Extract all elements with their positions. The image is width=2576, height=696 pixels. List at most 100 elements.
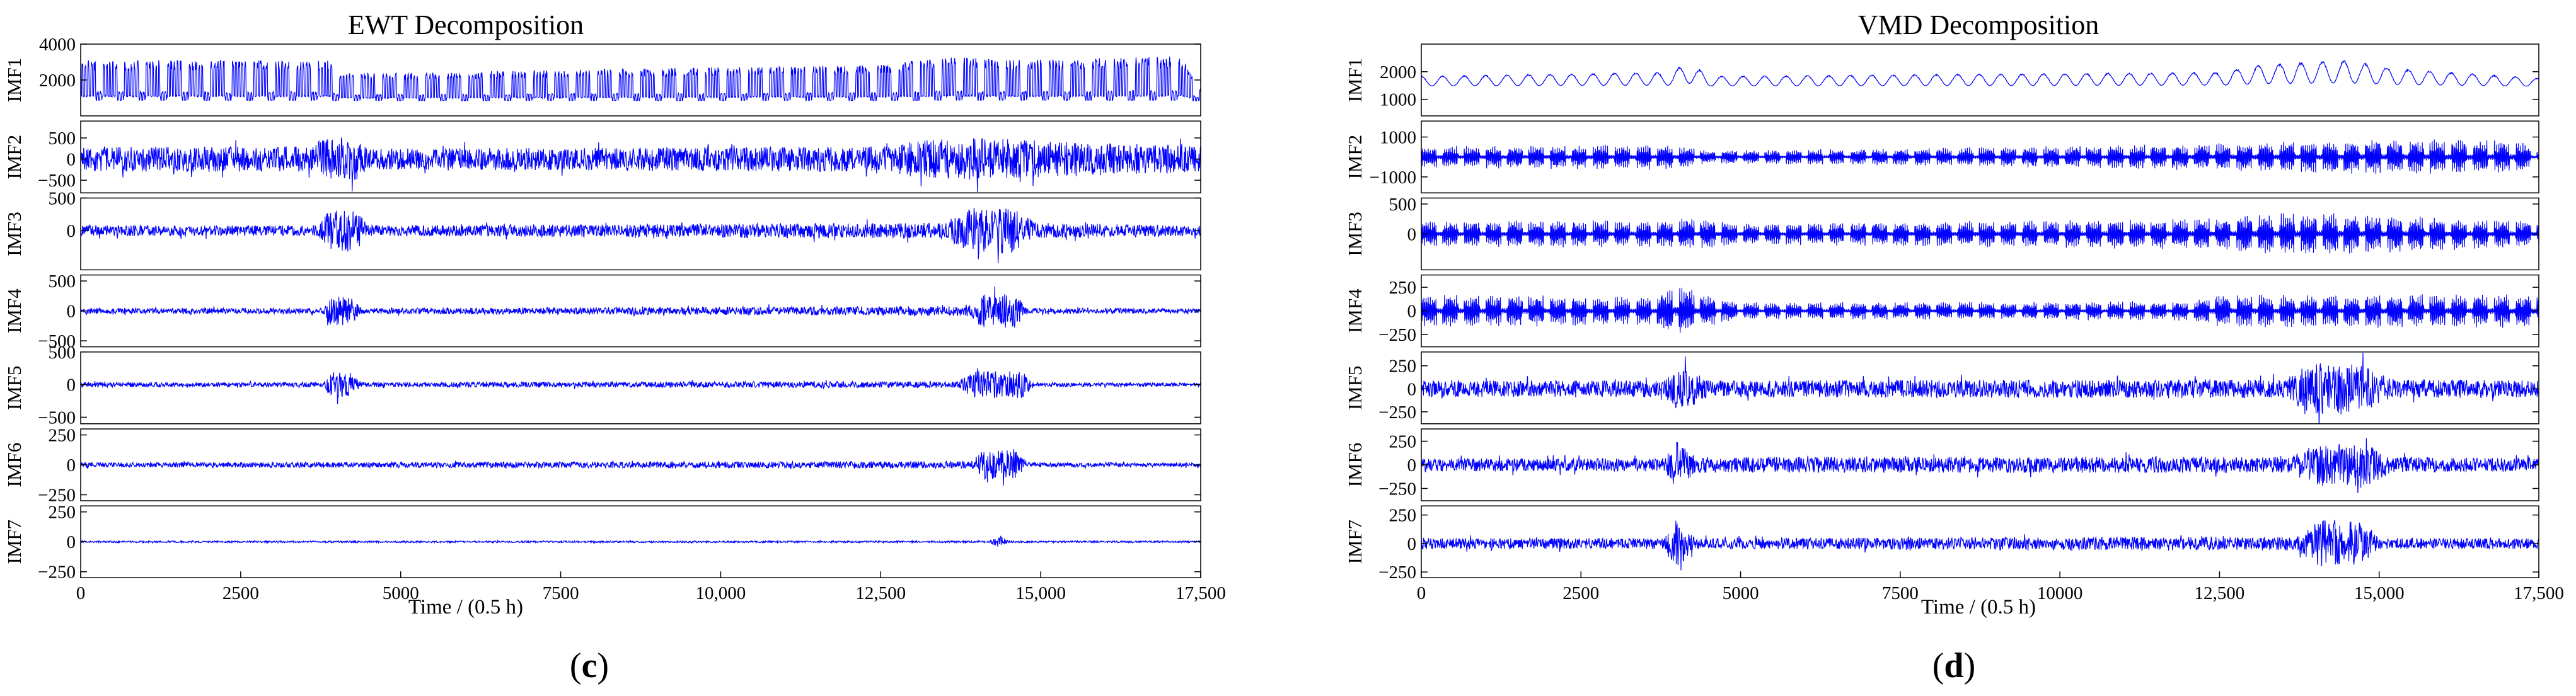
x-tick-label: 15,000 <box>2354 583 2405 603</box>
y-axis-label: IMF5 <box>3 365 25 410</box>
x-tick-label: 2500 <box>1562 583 1599 603</box>
x-tick-label: 7500 <box>1882 583 1919 603</box>
series-line-imf1 <box>81 56 1201 101</box>
x-tick-label: 17,500 <box>1175 583 1226 603</box>
x-tick-label: 0 <box>76 583 86 603</box>
subfigure-letter: d <box>1944 646 1963 685</box>
y-tick-label: 0 <box>67 375 76 396</box>
series-line-imf4 <box>81 286 1201 328</box>
series-line-imf1 <box>1421 60 2539 87</box>
x-tick-label: 12,500 <box>855 583 906 603</box>
series-line-imf3 <box>1421 213 2539 254</box>
subfigure-caption: (d) <box>1932 646 1975 685</box>
x-axis-label: Time / (0.5 h) <box>408 596 523 619</box>
subfigure-caption: (c) <box>570 646 609 685</box>
series-line-imf2 <box>1421 139 2539 174</box>
x-tick-label: 10000 <box>2037 583 2083 603</box>
y-tick-label: −250 <box>38 562 76 583</box>
x-tick-label: 12,500 <box>2195 583 2245 603</box>
series-line-imf3 <box>81 207 1201 264</box>
chart-title: VMD Decomposition <box>1858 9 2099 40</box>
panel-imf1: 1000 2000 IMF1 <box>1344 43 2539 117</box>
y-tick-label: 500 <box>49 271 76 292</box>
panel-imf6: −250 0 250 IMF6 <box>1344 428 2539 501</box>
y-axis-label: IMF2 <box>1344 135 1366 180</box>
y-tick-label: 250 <box>1389 506 1417 526</box>
vmd-chart: VMD Decomposition 1000 2000 IMF1 −1000 1000 I… <box>1344 9 2564 685</box>
y-tick-label: −250 <box>1378 325 1416 345</box>
y-tick-label: 250 <box>1389 278 1417 298</box>
panel-imf4: −250 0 250 IMF4 <box>1344 274 2539 348</box>
series-line-imf6 <box>81 448 1201 486</box>
x-tick-label: 5000 <box>1723 583 1759 603</box>
y-tick-label: 500 <box>49 343 76 363</box>
panel-frame <box>80 120 1201 193</box>
series-line-imf2 <box>81 137 1201 192</box>
x-tick-label: 0 <box>1417 583 1426 603</box>
y-tick-label: 0 <box>67 455 76 476</box>
y-tick-label: 500 <box>49 188 76 208</box>
y-axis-label: IMF5 <box>1344 365 1366 410</box>
y-tick-label: 0 <box>1407 379 1417 399</box>
y-axis-label: IMF3 <box>3 212 25 256</box>
x-tick-label: 5000 <box>383 583 419 603</box>
panel-imf2: −1000 1000 IMF2 <box>1344 120 2539 193</box>
panel-frame <box>1421 43 2539 117</box>
chart-title: EWT Decomposition <box>348 9 584 40</box>
panel-frame <box>1421 120 2539 193</box>
y-tick-label: 0 <box>67 221 76 241</box>
x-tick-label: 10,000 <box>696 583 746 603</box>
x-tick-label: 7500 <box>543 583 579 603</box>
y-tick-label: 250 <box>1389 357 1417 377</box>
ewt-chart: EWT Decomposition 20004000IMF1−5000500IM… <box>3 9 1226 685</box>
panel-frame <box>1421 351 2539 425</box>
y-tick-label: 0 <box>1407 302 1417 322</box>
y-tick-label: 250 <box>49 426 76 446</box>
y-tick-label: 0 <box>67 150 76 170</box>
y-axis-label: IMF1 <box>1344 58 1366 103</box>
y-tick-label: 0 <box>67 302 76 322</box>
y-tick-label: 0 <box>1407 534 1417 554</box>
subfigure-letter: c <box>582 646 598 685</box>
y-tick-label: 0 <box>67 532 76 552</box>
panel-imf3: 0 500 IMF3 <box>1344 195 2539 271</box>
y-tick-label: −250 <box>38 486 76 506</box>
y-tick-label: 500 <box>49 128 76 149</box>
y-axis-label: IMF2 <box>3 135 25 180</box>
series-line-imf5 <box>1421 353 2539 424</box>
y-axis-label: IMF6 <box>1344 443 1366 488</box>
y-axis-label: IMF7 <box>1344 520 1366 564</box>
y-tick-label: 2000 <box>1380 62 1416 83</box>
y-tick-label: −500 <box>38 331 76 351</box>
y-tick-label: 1000 <box>1380 128 1416 148</box>
y-tick-label: 2000 <box>39 71 76 91</box>
x-tick-label: 15,000 <box>1015 583 1066 603</box>
series-line-imf5 <box>81 368 1201 404</box>
x-axis-label: Time / (0.5 h) <box>1921 596 2036 619</box>
panel-frame <box>1421 505 2539 578</box>
panel-imf7: −250 0 250 IMF7 <box>3 503 1201 583</box>
y-tick-label: 0 <box>1407 455 1417 476</box>
panel-imf6: −250 0 250 IMF6 <box>3 426 1201 506</box>
y-tick-label: −250 <box>1378 479 1416 499</box>
y-tick-label: 250 <box>1389 432 1417 452</box>
series-line-imf7 <box>81 535 1201 547</box>
y-axis-label: IMF4 <box>3 288 25 333</box>
panel-imf5: −500 0 500 IMF5 <box>3 343 1201 428</box>
y-tick-label: −1000 <box>1370 168 1416 188</box>
y-axis-label: IMF1 <box>3 58 25 103</box>
y-tick-label: 1000 <box>1380 90 1416 110</box>
y-tick-label: 250 <box>49 503 76 523</box>
panel-imf4: −500 0 500 IMF4 <box>3 271 1201 351</box>
y-tick-label: −250 <box>1378 562 1416 583</box>
panel-frame <box>80 197 1201 271</box>
panel-imf3: 0 500 IMF3 <box>3 188 1201 271</box>
y-axis-label: IMF4 <box>1344 288 1366 333</box>
series-line-imf4 <box>1421 287 2539 333</box>
panel-imf7: −250 0 250 IMF7 <box>1344 505 2539 583</box>
y-tick-label: 500 <box>1389 195 1417 215</box>
y-tick-label: −500 <box>38 171 76 191</box>
x-tick-label: 2500 <box>222 583 259 603</box>
